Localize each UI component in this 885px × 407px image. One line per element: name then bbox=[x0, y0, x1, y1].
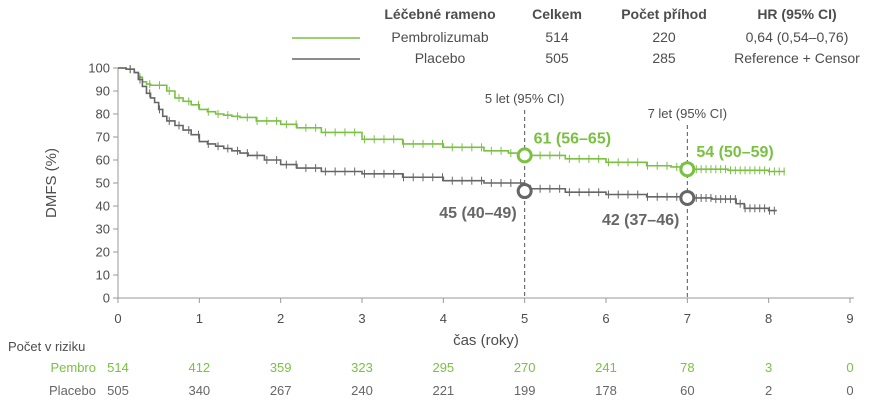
risk-value: 340 bbox=[188, 383, 210, 398]
risk-value: 60 bbox=[680, 383, 694, 398]
censor-marks-placebo bbox=[129, 65, 775, 215]
legend-total-1: 505 bbox=[545, 50, 569, 66]
landmark-label-5: 5 let (95% CI) bbox=[485, 91, 564, 106]
x-tick-label: 4 bbox=[440, 311, 447, 326]
legend-hr-0: 0,64 (0,54–0,76) bbox=[746, 29, 849, 45]
x-tick-label: 7 bbox=[684, 311, 691, 326]
risk-value: 221 bbox=[432, 383, 454, 398]
legend-total-0: 514 bbox=[545, 29, 569, 45]
y-tick-label: 60 bbox=[96, 153, 110, 168]
legend-arm-1: Placebo bbox=[415, 50, 466, 66]
callout-marker bbox=[679, 189, 696, 206]
legend-arm-0: Pembrolizumab bbox=[391, 29, 488, 45]
y-tick-label: 100 bbox=[88, 61, 110, 76]
risk-value: 0 bbox=[846, 360, 853, 375]
series-line-placebo bbox=[118, 67, 777, 212]
x-tick-label: 3 bbox=[358, 311, 365, 326]
series-line-pembrolizumab bbox=[118, 67, 785, 173]
y-tick-label: 10 bbox=[96, 268, 110, 283]
x-tick-label: 1 bbox=[196, 311, 203, 326]
risk-table-title: Počet v riziku bbox=[8, 339, 85, 354]
y-tick-label: 90 bbox=[96, 84, 110, 99]
risk-value: 0 bbox=[846, 383, 853, 398]
callout-marker bbox=[679, 161, 696, 178]
legend-header-events: Počet příhod bbox=[621, 6, 707, 22]
risk-row-label: Pembro bbox=[50, 360, 96, 375]
y-tick-label: 40 bbox=[96, 199, 110, 214]
y-tick-label: 0 bbox=[103, 291, 110, 306]
callout-label: 42 (37–46) bbox=[602, 212, 679, 229]
risk-value: 240 bbox=[351, 383, 373, 398]
risk-value: 241 bbox=[595, 360, 617, 375]
risk-row-label: Placebo bbox=[49, 383, 96, 398]
risk-value: 78 bbox=[680, 360, 694, 375]
risk-value: 359 bbox=[270, 360, 292, 375]
legend-events-0: 220 bbox=[652, 29, 676, 45]
legend-header-hr: HR (95% CI) bbox=[757, 6, 836, 22]
callout-label: 45 (40–49) bbox=[439, 205, 516, 222]
risk-value: 178 bbox=[595, 383, 617, 398]
x-tick-label: 2 bbox=[277, 311, 284, 326]
x-tick-label: 0 bbox=[114, 311, 121, 326]
censor-marks-pembrolizumab bbox=[129, 65, 785, 176]
risk-value: 199 bbox=[514, 383, 536, 398]
legend-header-total: Celkem bbox=[532, 6, 582, 22]
x-axis-title: čas (roky) bbox=[453, 332, 519, 349]
x-tick-label: 5 bbox=[521, 311, 528, 326]
risk-value: 267 bbox=[270, 383, 292, 398]
landmark-label-7: 7 let (95% CI) bbox=[648, 106, 727, 121]
callout-marker bbox=[516, 183, 533, 200]
y-tick-label: 30 bbox=[96, 222, 110, 237]
y-axis-title: DMFS (%) bbox=[43, 148, 60, 218]
risk-value: 295 bbox=[432, 360, 454, 375]
risk-value: 2 bbox=[765, 383, 772, 398]
callout-label: 54 (50–59) bbox=[696, 144, 773, 161]
legend-hr-1: Reference + Censor bbox=[734, 50, 860, 66]
legend-header-arm: Léčebné rameno bbox=[384, 6, 495, 22]
risk-value: 270 bbox=[514, 360, 536, 375]
risk-value: 505 bbox=[107, 383, 129, 398]
x-tick-label: 9 bbox=[846, 311, 853, 326]
callout-marker bbox=[516, 147, 533, 164]
y-tick-label: 50 bbox=[96, 176, 110, 191]
risk-value: 514 bbox=[107, 360, 129, 375]
legend-events-1: 285 bbox=[652, 50, 676, 66]
y-tick-label: 80 bbox=[96, 107, 110, 122]
risk-value: 323 bbox=[351, 360, 373, 375]
x-tick-label: 6 bbox=[602, 311, 609, 326]
risk-value: 412 bbox=[188, 360, 210, 375]
callout-label: 61 (56–65) bbox=[534, 130, 611, 147]
y-tick-label: 20 bbox=[96, 245, 110, 260]
y-tick-label: 70 bbox=[96, 130, 110, 145]
risk-value: 3 bbox=[765, 360, 772, 375]
x-tick-label: 8 bbox=[765, 311, 772, 326]
